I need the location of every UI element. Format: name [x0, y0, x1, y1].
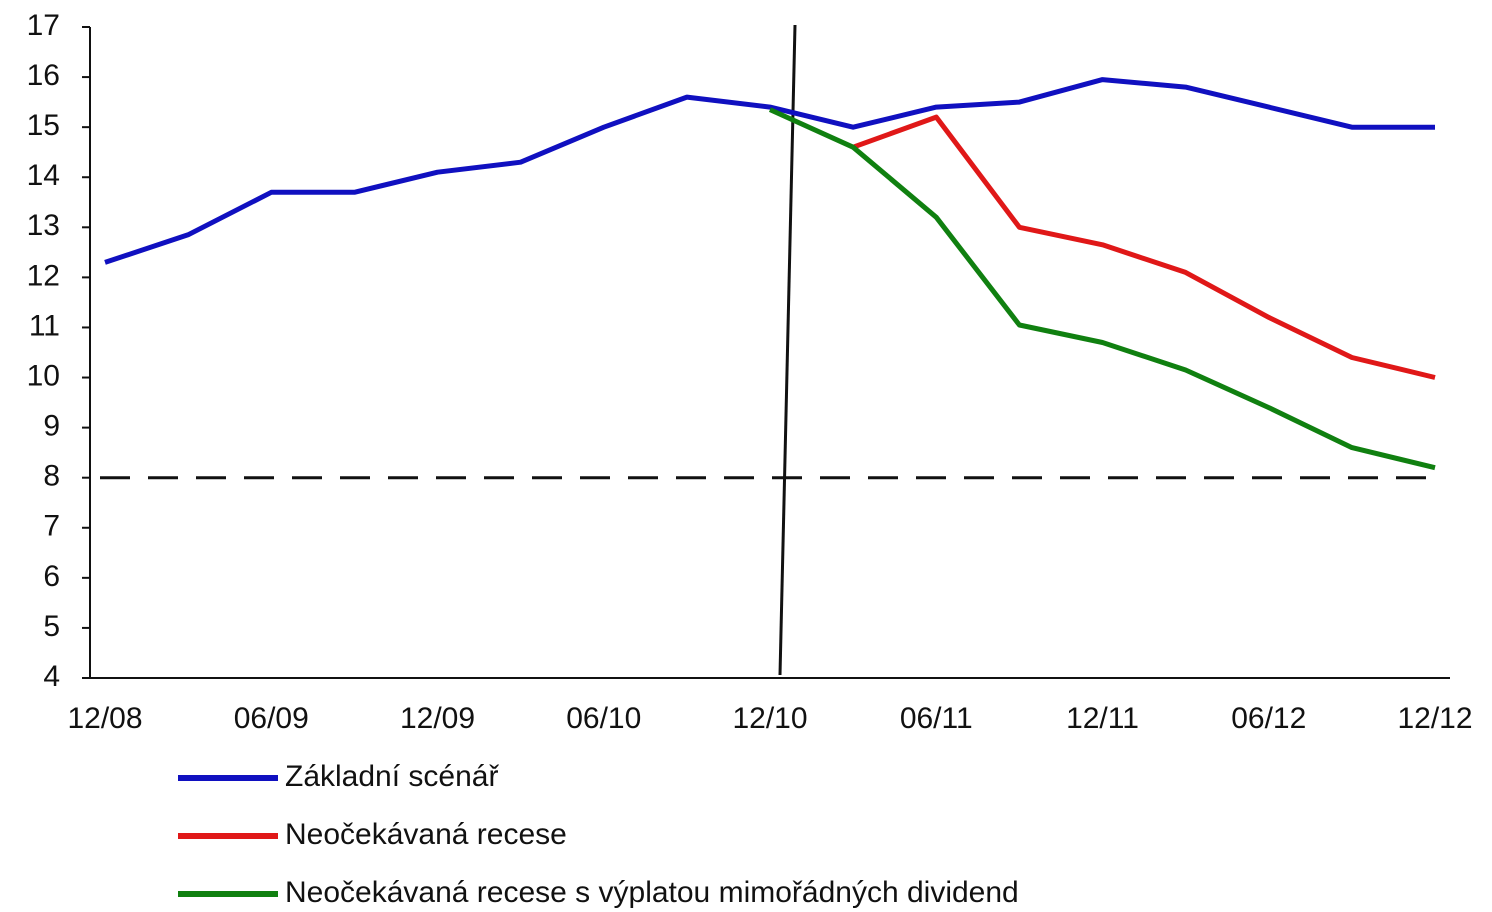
- x-tick-label: 12/11: [1066, 702, 1139, 735]
- x-tick-label: 12/09: [400, 702, 475, 735]
- y-tick-label: 17: [27, 9, 60, 42]
- x-tick-label: 06/10: [566, 702, 641, 735]
- x-tick-label: 06/11: [900, 702, 973, 735]
- y-tick-label: 11: [29, 309, 60, 342]
- x-tick-label: 06/09: [234, 702, 309, 735]
- y-tick-label: 15: [27, 109, 60, 142]
- y-tick-label: 7: [43, 510, 60, 543]
- forecast-divider: [778, 24, 797, 676]
- y-tick-label: 4: [43, 660, 60, 693]
- x-tick-label: 12/12: [1397, 702, 1472, 735]
- y-tick-label: 5: [43, 610, 60, 643]
- series-line: [768, 107, 1436, 471]
- series-line: [104, 77, 1435, 265]
- y-tick-label: 16: [27, 59, 60, 92]
- legend-label: Základní scénář: [285, 760, 499, 793]
- series-line: [852, 114, 1436, 380]
- y-tick-label: 14: [27, 159, 60, 192]
- y-tick-label: 9: [43, 410, 60, 443]
- y-tick-label: 13: [27, 209, 60, 242]
- y-tick-label: 12: [27, 259, 60, 292]
- x-tick-label: 12/10: [732, 702, 807, 735]
- y-tick-label: 10: [27, 359, 60, 392]
- legend-label: Neočekávaná recese: [285, 818, 567, 851]
- x-tick-label: 12/08: [67, 702, 142, 735]
- y-tick-label: 8: [43, 460, 60, 493]
- legend-label: Neočekávaná recese s výplatou mimořádnýc…: [285, 876, 1019, 909]
- y-tick-label: 6: [43, 560, 60, 593]
- x-tick-label: 06/12: [1231, 702, 1306, 735]
